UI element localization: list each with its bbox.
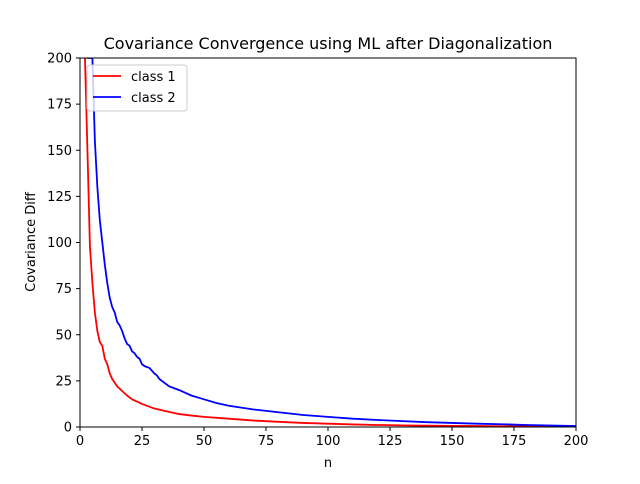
legend: class 1 class 2 [86,64,188,112]
x-tick-label: 150 [440,434,465,449]
y-tick-label: 75 [55,282,72,297]
y-axis: 0 25 50 75 100 125 150 175 200 [47,52,80,436]
x-tick-label: 175 [502,434,527,449]
y-tick-label: 50 [55,328,72,343]
x-tick-label: 0 [76,434,84,449]
x-tick-label: 75 [258,434,275,449]
x-tick-label: 200 [564,434,589,449]
x-axis-label: n [324,456,332,471]
x-axis: 0 25 50 75 100 125 150 175 200 [76,427,589,449]
y-tick-label: 0 [64,421,72,436]
y-tick-label: 125 [47,190,72,205]
plot-frame [79,57,577,428]
series-line-class-1 [84,58,576,427]
series-line-class-2 [86,58,576,427]
y-tick-label: 200 [47,52,72,67]
series-layer [84,58,576,427]
y-tick-label: 150 [47,144,72,159]
x-tick-label: 125 [378,434,403,449]
x-tick-label: 50 [196,434,213,449]
y-tick-label: 100 [47,236,72,251]
chart-title: Covariance Convergence using ML after Di… [104,34,553,53]
x-tick-label: 100 [316,434,341,449]
y-axis-label: Covariance Diff [24,191,39,292]
y-tick-label: 175 [47,98,72,113]
legend-label-class-2: class 2 [131,91,176,106]
y-tick-label: 25 [55,374,72,389]
x-tick-label: 25 [134,434,151,449]
legend-label-class-1: class 1 [131,70,176,85]
